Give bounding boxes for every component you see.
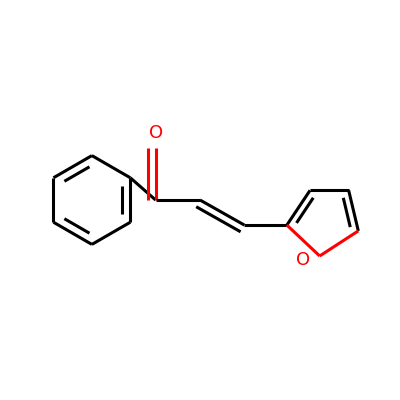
Text: O: O <box>148 124 163 142</box>
Text: O: O <box>296 251 310 269</box>
